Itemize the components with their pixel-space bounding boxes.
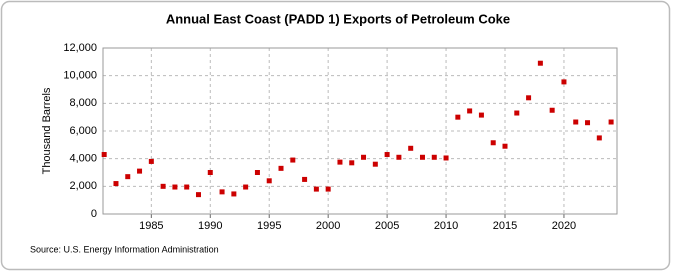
x-tick-label: 2015	[493, 220, 517, 232]
point	[172, 184, 178, 190]
point	[302, 176, 308, 182]
point	[160, 183, 166, 189]
point	[455, 114, 461, 120]
point	[467, 108, 473, 114]
point	[384, 152, 390, 158]
point	[573, 119, 579, 125]
y-tick-label: 2,000	[69, 180, 97, 192]
x-tick-label: 1985	[139, 220, 163, 232]
point	[431, 154, 437, 160]
point	[419, 154, 425, 160]
y-tick-label: 6,000	[69, 125, 97, 137]
point	[349, 160, 355, 166]
point	[195, 192, 201, 198]
point	[207, 170, 213, 175]
point	[254, 170, 260, 175]
point	[278, 165, 284, 171]
y-tick-label: 4,000	[69, 153, 97, 165]
y-tick-label: 10,000	[63, 70, 97, 82]
point	[219, 189, 225, 195]
y-tick-label: 0	[91, 208, 97, 220]
point	[596, 135, 602, 141]
x-tick-label: 2010	[434, 220, 458, 232]
y-tick-label: 8,000	[69, 97, 97, 109]
point	[514, 110, 520, 116]
point	[396, 154, 402, 160]
point	[113, 181, 119, 187]
point	[478, 112, 484, 118]
point	[585, 120, 591, 126]
point	[443, 155, 449, 161]
point	[325, 186, 331, 192]
point	[561, 79, 567, 85]
point	[125, 174, 131, 180]
point	[408, 145, 414, 151]
plot-area	[102, 47, 618, 215]
x-tick-label: 2020	[552, 220, 576, 232]
point	[361, 154, 367, 160]
source: Source: U.S. Energy Information Administ…	[30, 244, 219, 254]
x-tick-label: 2005	[375, 220, 399, 232]
plot-border	[102, 47, 618, 215]
point	[231, 191, 237, 197]
x-tick-label: 1995	[257, 220, 281, 232]
point	[549, 107, 555, 113]
point	[184, 184, 190, 190]
point	[526, 95, 532, 101]
point	[502, 143, 508, 149]
point	[490, 140, 496, 146]
point	[137, 168, 143, 174]
point	[608, 119, 614, 125]
point	[337, 159, 343, 165]
point	[537, 60, 543, 66]
chart-title: Annual East Coast (PADD 1) Exports of Pe…	[166, 11, 510, 26]
point	[243, 184, 249, 190]
y-tick-label: 12,000	[63, 42, 97, 54]
y-axis-label: Thousand Barrels	[41, 87, 53, 174]
point	[313, 186, 319, 192]
point	[101, 152, 107, 158]
point	[266, 178, 272, 184]
point	[148, 158, 154, 164]
x-tick-label: 2000	[316, 220, 340, 232]
point	[290, 157, 296, 163]
x-tick-label: 1990	[198, 220, 222, 232]
point	[372, 161, 378, 167]
